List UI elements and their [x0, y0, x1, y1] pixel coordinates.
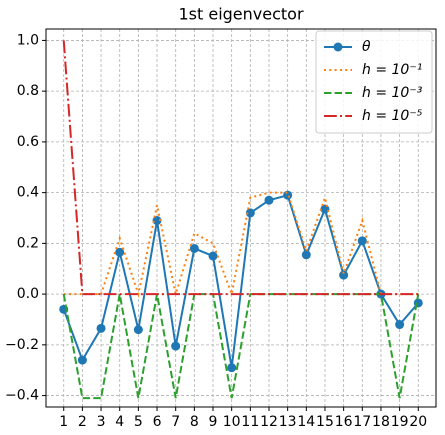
x-tick-label: 4: [115, 414, 124, 430]
point: [208, 251, 218, 261]
x-tick-label: 16: [335, 414, 353, 430]
point: [189, 243, 199, 253]
x-tick-label: 13: [279, 414, 297, 430]
legend-label: h = 10⁻³: [362, 85, 423, 101]
x-tick-label: 18: [372, 414, 390, 430]
y-tick-label: 0.0: [17, 286, 39, 302]
y-tick-label: 1.0: [17, 32, 39, 48]
point: [395, 320, 405, 330]
point: [96, 323, 106, 333]
x-tick-label: 12: [260, 414, 278, 430]
x-tick-label: 11: [241, 414, 259, 430]
x-tick-label: 7: [171, 414, 180, 430]
y-tick-label: −0.4: [5, 388, 39, 404]
point: [171, 341, 181, 351]
x-tick-label: 19: [391, 414, 409, 430]
x-tick-label: 3: [97, 414, 106, 430]
series-line: [62, 40, 419, 296]
plot-frame: [45, 28, 437, 408]
x-tick-label: 8: [190, 414, 199, 430]
x-tick-label: 1: [59, 414, 68, 430]
point: [115, 247, 125, 257]
point: [339, 270, 349, 280]
x-tick-label: 6: [153, 414, 162, 430]
legend-label: h = 10⁻¹: [362, 62, 422, 78]
point: [227, 363, 237, 373]
y-tick-label: −0.2: [5, 337, 39, 353]
x-tick-label: 5: [134, 414, 143, 430]
point: [152, 216, 162, 226]
point: [77, 355, 87, 365]
legend-label: θ: [362, 39, 371, 55]
legend-label: h = 10⁻⁵: [362, 108, 423, 124]
y-tick-label: 0.2: [17, 235, 39, 251]
point: [245, 208, 255, 218]
y-tick-label: 0.6: [17, 134, 39, 150]
series-line: [63, 191, 419, 298]
x-tick-label: 17: [353, 414, 371, 430]
x-tick-label: 15: [316, 414, 334, 430]
legend-box: [315, 30, 433, 134]
x-tick-label: 20: [409, 414, 427, 430]
x-tick-label: 10: [223, 414, 241, 430]
x-tick-label: 2: [78, 414, 87, 430]
point: [264, 195, 274, 205]
series-line: [62, 193, 420, 368]
y-tick-label: 0.4: [17, 185, 39, 201]
legend-marker: [333, 42, 343, 52]
point: [283, 190, 293, 200]
y-tick-label: 0.8: [17, 83, 39, 99]
point: [320, 204, 330, 214]
x-tick-label: 14: [297, 414, 315, 430]
x-tick-label: 9: [209, 414, 218, 430]
point: [133, 325, 143, 335]
chart-title: 1st eigenvector: [178, 5, 303, 24]
point: [357, 236, 367, 246]
point: [301, 250, 311, 260]
